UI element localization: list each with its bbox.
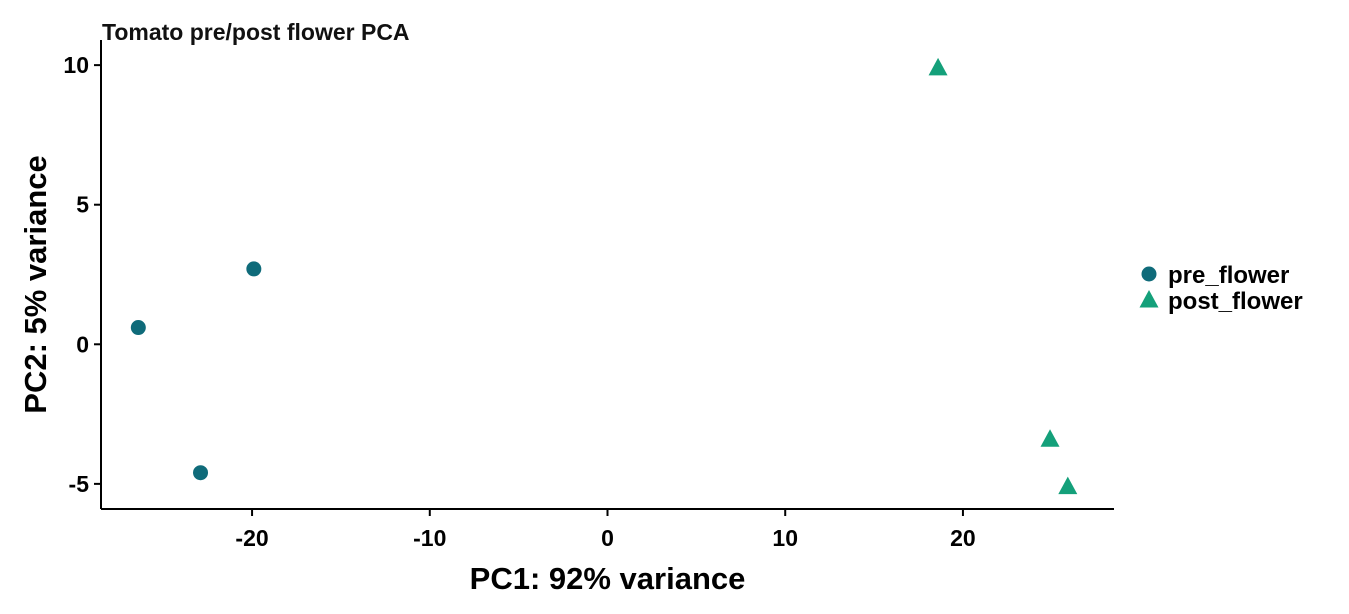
legend-label-pre_flower: pre_flower (1168, 262, 1289, 289)
post_flower-point (1058, 476, 1078, 495)
y-axis-title: PC2: 5% variance (18, 155, 53, 413)
x-tick-label: 0 (601, 525, 614, 551)
y-ticks: -5 0 5 10 (63, 52, 101, 497)
y-tick-label: 5 (76, 192, 89, 218)
x-ticks: -20 -10 0 10 20 (235, 509, 976, 551)
x-tick-label: -10 (413, 525, 446, 551)
post_flower-point (1040, 429, 1060, 447)
post_flower-point (928, 57, 948, 76)
data-points (130, 57, 1078, 495)
pre_flower-point (246, 261, 262, 277)
axes: -20 -10 0 10 20 -5 0 5 10 (63, 40, 1114, 551)
y-tick-label: -5 (69, 471, 90, 497)
pre_flower-point (193, 465, 209, 481)
x-tick-label: 10 (772, 525, 798, 551)
x-tick-label: -20 (235, 525, 268, 551)
y-tick-label: 0 (76, 331, 89, 357)
legend-label-post_flower: post_flower (1168, 288, 1303, 315)
x-tick-label: 20 (950, 525, 976, 551)
legend-key-pre_flower (1141, 266, 1157, 282)
pre_flower-point (130, 320, 146, 336)
legend-key-post_flower (1139, 290, 1159, 308)
chart-title: Tomato pre/post flower PCA (102, 19, 410, 45)
y-tick-label: 10 (63, 52, 89, 78)
x-axis-title: PC1: 92% variance (470, 561, 746, 596)
